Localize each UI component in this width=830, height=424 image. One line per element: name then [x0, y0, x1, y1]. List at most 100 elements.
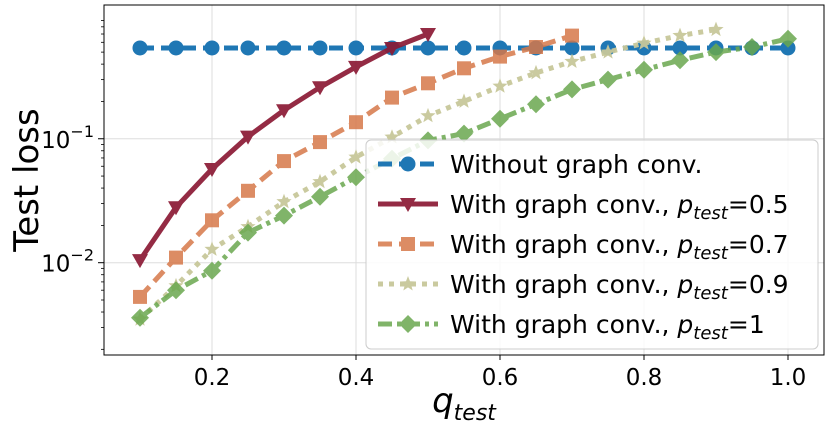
x-axis-label: qtest [432, 381, 497, 424]
data-point [240, 40, 256, 56]
series-layer [131, 21, 797, 327]
series-3 [133, 28, 579, 304]
legend-item: Without graph conv. [378, 150, 702, 179]
data-point [168, 201, 184, 216]
data-point [384, 42, 400, 56]
data-point [493, 49, 507, 64]
data-point [401, 237, 415, 251]
data-point [203, 261, 221, 280]
y-axis-label: Test loss [7, 108, 47, 252]
data-point [672, 40, 688, 56]
legend-item: With graph conv., ptest=0.5 [378, 190, 789, 224]
data-point [563, 80, 581, 99]
legend-item: With graph conv., ptest=0.9 [378, 270, 789, 304]
legend-label: With graph conv., ptest=0.5 [450, 190, 789, 224]
data-point [599, 70, 617, 89]
legend-item: With graph conv., ptest=1 [378, 310, 765, 344]
legend-label: With graph conv., ptest=1 [450, 310, 765, 344]
data-point [275, 206, 293, 225]
data-point [528, 64, 544, 80]
data-point [564, 40, 580, 56]
data-point [636, 35, 652, 50]
y-tick-label-base: 10 [41, 252, 70, 278]
data-point [529, 40, 543, 54]
data-point [491, 109, 509, 128]
plot-frame [103, 4, 825, 356]
data-point [204, 163, 220, 177]
legend-item: With graph conv., ptest=0.7 [378, 230, 789, 264]
data-point [204, 40, 220, 56]
data-point [780, 40, 796, 56]
data-point [400, 276, 416, 291]
data-point [600, 44, 616, 59]
data-point [348, 40, 364, 56]
data-point [239, 223, 257, 242]
data-point [420, 28, 436, 42]
data-point [400, 198, 416, 212]
x-tick-label: 0.4 [338, 365, 375, 391]
data-point [241, 183, 255, 198]
data-point [456, 93, 472, 108]
data-point [385, 90, 399, 105]
legend-swatch [378, 156, 438, 172]
y-tick-label-exponent: −2 [70, 246, 94, 265]
x-axis-label-main: q [432, 381, 454, 421]
data-point [457, 61, 471, 76]
data-point [276, 40, 292, 56]
data-point [455, 124, 473, 143]
data-point [564, 53, 580, 68]
data-point [132, 40, 148, 56]
x-tick-label: 0.6 [482, 365, 519, 391]
data-point [707, 43, 725, 62]
data-point [311, 187, 329, 206]
data-point [421, 76, 435, 91]
data-point [348, 149, 364, 164]
data-point [313, 135, 327, 150]
data-point [312, 40, 328, 56]
data-point [276, 104, 292, 119]
series-5 [131, 29, 797, 327]
data-point [312, 173, 328, 189]
data-point [167, 281, 185, 300]
y-tick-label-exponent: −1 [70, 122, 94, 141]
data-point [204, 241, 220, 256]
data-point [672, 27, 688, 42]
data-point [168, 40, 184, 56]
data-point [456, 40, 472, 56]
data-point [277, 154, 291, 169]
data-point [743, 38, 761, 56]
data-point [492, 78, 508, 93]
data-point [349, 115, 363, 130]
x-tick-label: 1.0 [770, 365, 807, 391]
data-point [527, 95, 545, 114]
data-point [131, 308, 149, 327]
data-point [708, 21, 724, 37]
data-point [420, 107, 436, 123]
data-point [671, 51, 689, 70]
data-point [169, 250, 183, 265]
data-point [384, 129, 400, 144]
legend-swatch [378, 276, 438, 291]
series-2 [132, 28, 436, 269]
legend-label: With graph conv., ptest=0.9 [450, 270, 789, 304]
data-point [240, 130, 256, 145]
legend: Without graph conv. With graph conv., pte… [365, 139, 819, 350]
y-tick-label-base: 10 [41, 128, 70, 154]
x-tick-label: 0.2 [194, 365, 231, 391]
y-tick-label: 10−1 [41, 122, 94, 154]
x-tick-label: 0.8 [626, 365, 663, 391]
data-point [348, 60, 364, 75]
data-point [779, 29, 797, 48]
data-point [132, 254, 148, 269]
data-point [400, 156, 416, 172]
data-point [312, 81, 328, 96]
legend-swatch [378, 237, 438, 251]
data-point [420, 40, 436, 56]
legend-box [365, 139, 819, 350]
y-tick-label: 10−2 [41, 246, 94, 278]
data-point [347, 168, 365, 187]
data-point [205, 213, 219, 228]
data-point [276, 193, 292, 209]
x-axis-label-subscript: test [454, 401, 498, 424]
